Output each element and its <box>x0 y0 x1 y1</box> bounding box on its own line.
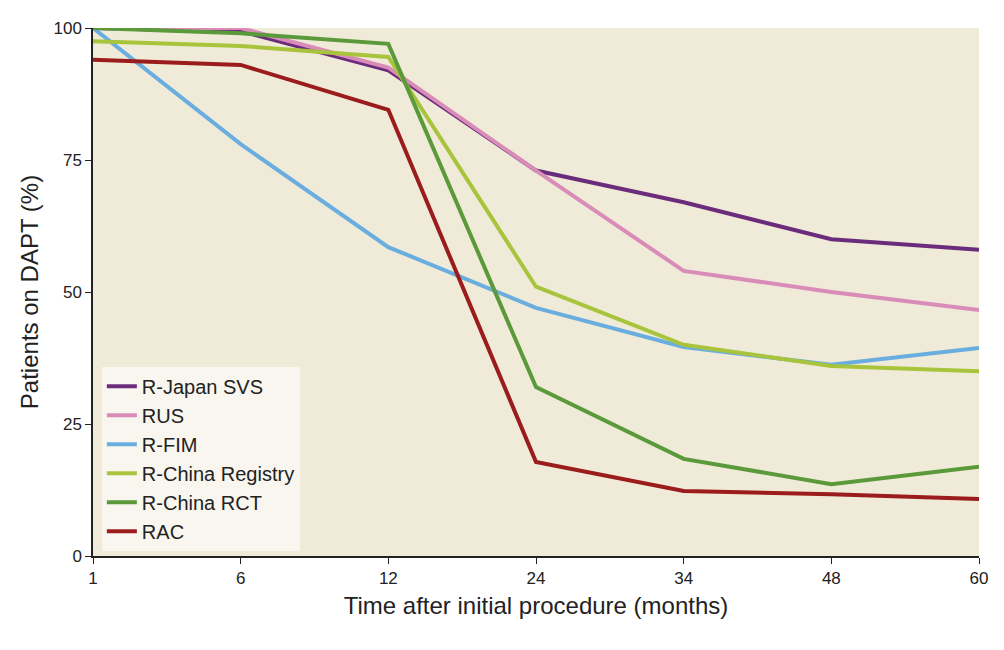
svg-text:Time after initial procedure (: Time after initial procedure (months) <box>344 592 729 619</box>
svg-text:R-FIM: R-FIM <box>142 434 198 456</box>
svg-text:RAC: RAC <box>142 521 184 543</box>
svg-text:RUS: RUS <box>142 405 184 427</box>
svg-text:R-China Registry: R-China Registry <box>142 463 294 485</box>
svg-text:1: 1 <box>88 569 97 588</box>
svg-text:12: 12 <box>379 569 398 588</box>
svg-text:75: 75 <box>63 151 82 170</box>
svg-text:48: 48 <box>822 569 841 588</box>
svg-text:34: 34 <box>674 569 693 588</box>
svg-text:24: 24 <box>527 569 546 588</box>
svg-text:100: 100 <box>53 19 81 38</box>
svg-text:6: 6 <box>236 569 245 588</box>
svg-text:60: 60 <box>970 569 989 588</box>
svg-text:25: 25 <box>63 415 82 434</box>
svg-text:50: 50 <box>63 283 82 302</box>
svg-text:R-China RCT: R-China RCT <box>142 492 262 514</box>
svg-text:R-Japan SVS: R-Japan SVS <box>142 376 263 398</box>
svg-text:0: 0 <box>72 547 81 566</box>
svg-text:Patients on DAPT (%): Patients on DAPT (%) <box>16 175 43 409</box>
